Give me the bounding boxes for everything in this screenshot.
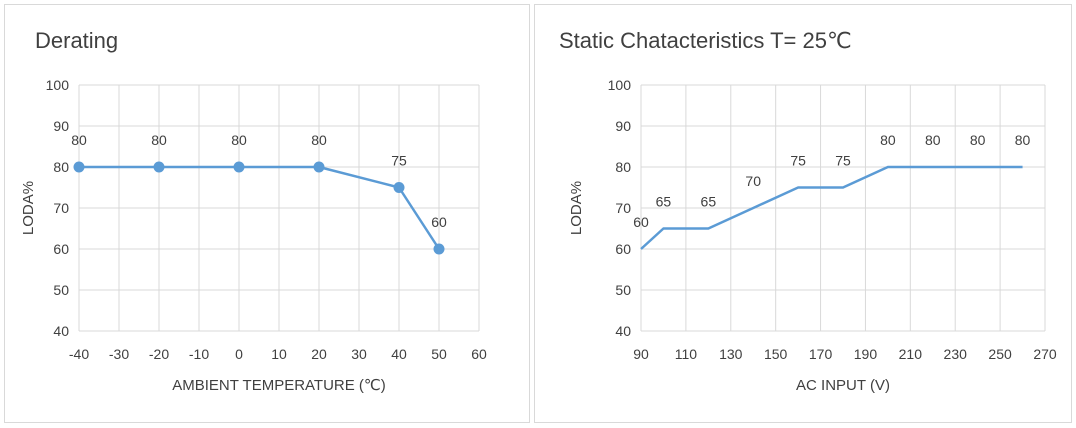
chart-1-data-label: 75 [391,153,407,169]
chart-2-y-tick-label: 60 [615,241,631,257]
chart-1-y-tick-label: 70 [53,200,69,216]
chart-1-x-tick-label: -10 [189,346,209,362]
chart-2-x-tick-label: 150 [764,346,788,362]
chart-1-x-tick-label: 20 [311,346,327,362]
chart-1-x-tick-label: -40 [69,346,89,362]
chart-1-x-tick-label: 0 [235,346,243,362]
chart-1-data-label: 80 [311,132,327,148]
chart-2-y-tick-label: 80 [615,159,631,175]
chart-1-x-tick-label: 30 [351,346,367,362]
chart-1-data-point [233,161,245,173]
derating-chart-panel: Derating 40 50 60 70 80 90 100 -40 -30 -20 -10 0 10 20… [4,4,530,423]
chart-1-x-tick-label: 10 [271,346,287,362]
chart-2-x-tick-label: 110 [675,346,698,362]
chart-2-data-label: 65 [656,194,672,210]
chart-2-data-label: 75 [790,153,806,169]
chart-1-y-axis-title: LODA% [20,181,37,235]
chart-1-x-axis-title: AMBIENT TEMPERATURE (℃) [172,377,386,394]
chart-1-y-tick-label: 80 [53,159,69,175]
chart-1-y-tick-label: 60 [53,241,69,257]
chart-2-y-tick-label: 40 [615,323,631,339]
chart-2-series-line [640,165,1023,250]
chart-2-x-tick-label: 210 [899,346,923,362]
chart-1-data-label: 80 [151,132,167,148]
chart-1-series-line [79,165,441,250]
chart-1-data-point [153,161,165,173]
static-characteristics-chart: Static Chatacteristics T= 25℃40506070809… [559,28,1057,394]
chart-2-x-tick-label: 250 [988,346,1012,362]
chart-2-data-label: 80 [970,132,986,148]
chart-2-x-tick-label: 130 [719,346,743,362]
chart-1-x-tick-label: 50 [431,346,447,362]
chart-1-y-tick-label: 90 [53,118,69,134]
chart-2-y-tick-label: 70 [615,200,631,216]
chart-1-y-tick-label: 40 [53,323,69,339]
chart-1-data-point [393,182,405,193]
chart-2-x-tick-label: 230 [944,346,968,362]
chart-1-data-label: 80 [71,132,87,148]
chart-2-x-tick-label: 190 [854,346,878,362]
chart-1-y-tick-label: 50 [53,282,69,298]
chart-2-y-tick-label: 90 [615,118,631,134]
chart-1-x-tick-label: 60 [471,346,487,362]
chart-2-data-label: 75 [835,153,851,169]
chart-2-title: Static Chatacteristics T= 25℃ [559,28,852,53]
chart-1-title: Derating [35,28,118,53]
chart-2-y-tick-label: 100 [608,77,632,93]
chart-1-data-label: 60 [431,214,447,230]
chart-2-data-label: 65 [701,194,717,210]
chart-2-data-label: 80 [925,132,941,148]
chart-2-data-label: 80 [1015,132,1031,148]
chart-1-y-tick-label: 100 [46,77,70,93]
chart-2-x-tick-label: 270 [1033,346,1057,362]
static-characteristics-chart-panel: Static Chatacteristics T= 25℃ 40 50 60 70 80 9… [534,4,1072,423]
chart-2-x-axis-title: AC INPUT (V) [796,377,890,394]
chart-1-x-tick-label: -30 [109,346,129,362]
chart-2-y-axis-title: LODA% [568,181,585,235]
chart-1-data-label: 80 [231,132,247,148]
chart-1-x-tick-label: 40 [391,346,407,362]
chart-2-y-tick-label: 50 [615,282,631,298]
chart-2-data-label: 80 [880,132,896,148]
chart-1-x-tick-label: -20 [149,346,169,362]
chart-1-data-point [73,161,85,173]
chart-2-data-label: 70 [745,173,761,189]
chart-2-data-label: 60 [633,214,649,230]
chart-1-data-point [433,243,445,255]
chart-2-x-tick-label: 90 [633,346,649,362]
chart-1-data-point [313,161,325,173]
chart-2-x-tick-label: 170 [809,346,833,362]
